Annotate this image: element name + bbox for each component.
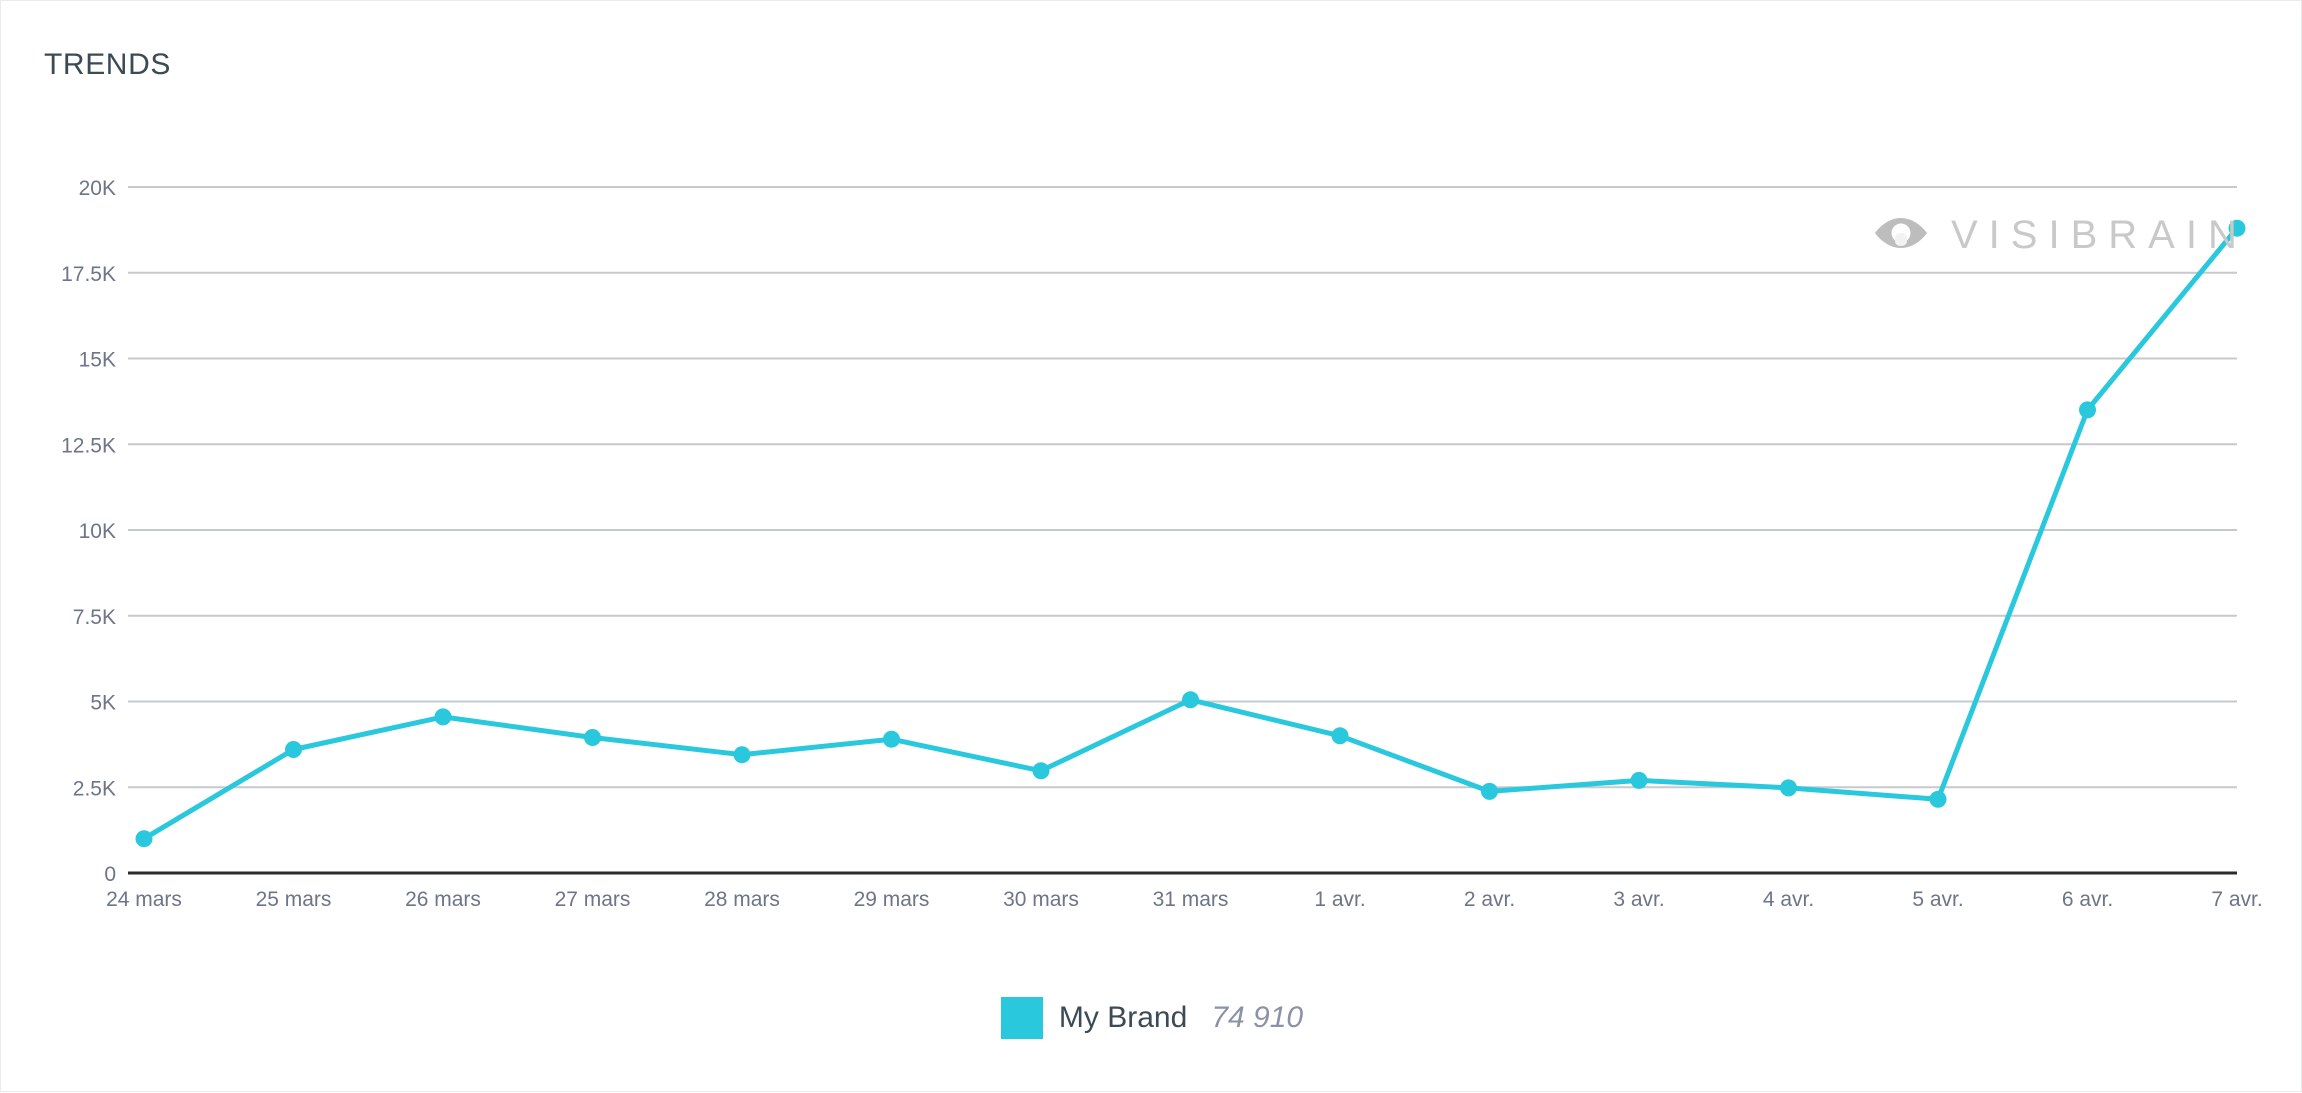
chart-legend: My Brand 74 910 <box>1 997 2302 1039</box>
legend-series-total: 74 910 <box>1211 1001 1304 1034</box>
x-axis-tick-label: 4 avr. <box>1763 888 1814 911</box>
series-data-point <box>1182 691 1199 709</box>
x-axis-tick-label: 25 mars <box>256 888 332 911</box>
series-data-point <box>1780 779 1797 797</box>
x-axis-tick-label: 3 avr. <box>1613 888 1664 911</box>
x-axis-tick-label: 7 avr. <box>2211 888 2262 911</box>
series-data-point <box>2079 401 2096 419</box>
x-axis-tick-label: 1 avr. <box>1314 888 1365 911</box>
series-data-point <box>2228 219 2246 237</box>
y-axis-tick-label: 20K <box>79 177 116 200</box>
series-data-point <box>1630 771 1648 789</box>
y-axis-tick-label: 5K <box>90 692 116 715</box>
y-axis-tick-label: 17.5K <box>61 263 116 286</box>
legend-series-name: My Brand <box>1058 1001 1188 1034</box>
series-data-point <box>1032 762 1050 780</box>
y-axis-tick-label: 0 <box>104 863 116 886</box>
series-line <box>141 225 2240 842</box>
x-axis-tick-label: 27 mars <box>555 888 631 911</box>
series-data-point <box>1481 782 1498 800</box>
series-data-point <box>135 830 153 848</box>
legend-swatch-icon <box>1000 997 1043 1039</box>
x-axis-tick-label: 31 mars <box>1153 888 1229 911</box>
legend-item-my-brand[interactable]: My Brand 74 910 <box>1000 997 1304 1039</box>
y-axis-tick-label: 12.5K <box>61 434 116 457</box>
x-axis-tick-label: 24 mars <box>106 888 182 911</box>
series-data-point <box>285 741 302 758</box>
x-axis-tick-label: 26 mars <box>405 888 481 911</box>
x-axis-tick-label: 6 avr. <box>2062 888 2113 911</box>
series-data-point <box>1331 727 1349 745</box>
series-data-point <box>733 746 751 764</box>
y-axis-tick-label: 15K <box>79 349 116 372</box>
y-axis-tick-label: 2.5K <box>73 777 116 800</box>
y-axis-tick-label: 7.5K <box>73 606 116 629</box>
series-data-point <box>883 730 900 748</box>
page-title: TRENDS <box>44 48 171 81</box>
x-axis-tick-label: 5 avr. <box>1912 888 1963 911</box>
series-data-point <box>1929 790 1947 808</box>
x-axis-tick-label: 29 mars <box>854 888 930 911</box>
y-axis-tick-label: 10K <box>79 520 116 543</box>
x-axis-tick-label: 28 mars <box>704 888 780 911</box>
series-data-point <box>434 708 452 726</box>
x-axis-tick-label: 30 mars <box>1003 888 1079 911</box>
series-data-point <box>584 729 601 746</box>
x-axis-tick-label: 2 avr. <box>1464 888 1515 911</box>
